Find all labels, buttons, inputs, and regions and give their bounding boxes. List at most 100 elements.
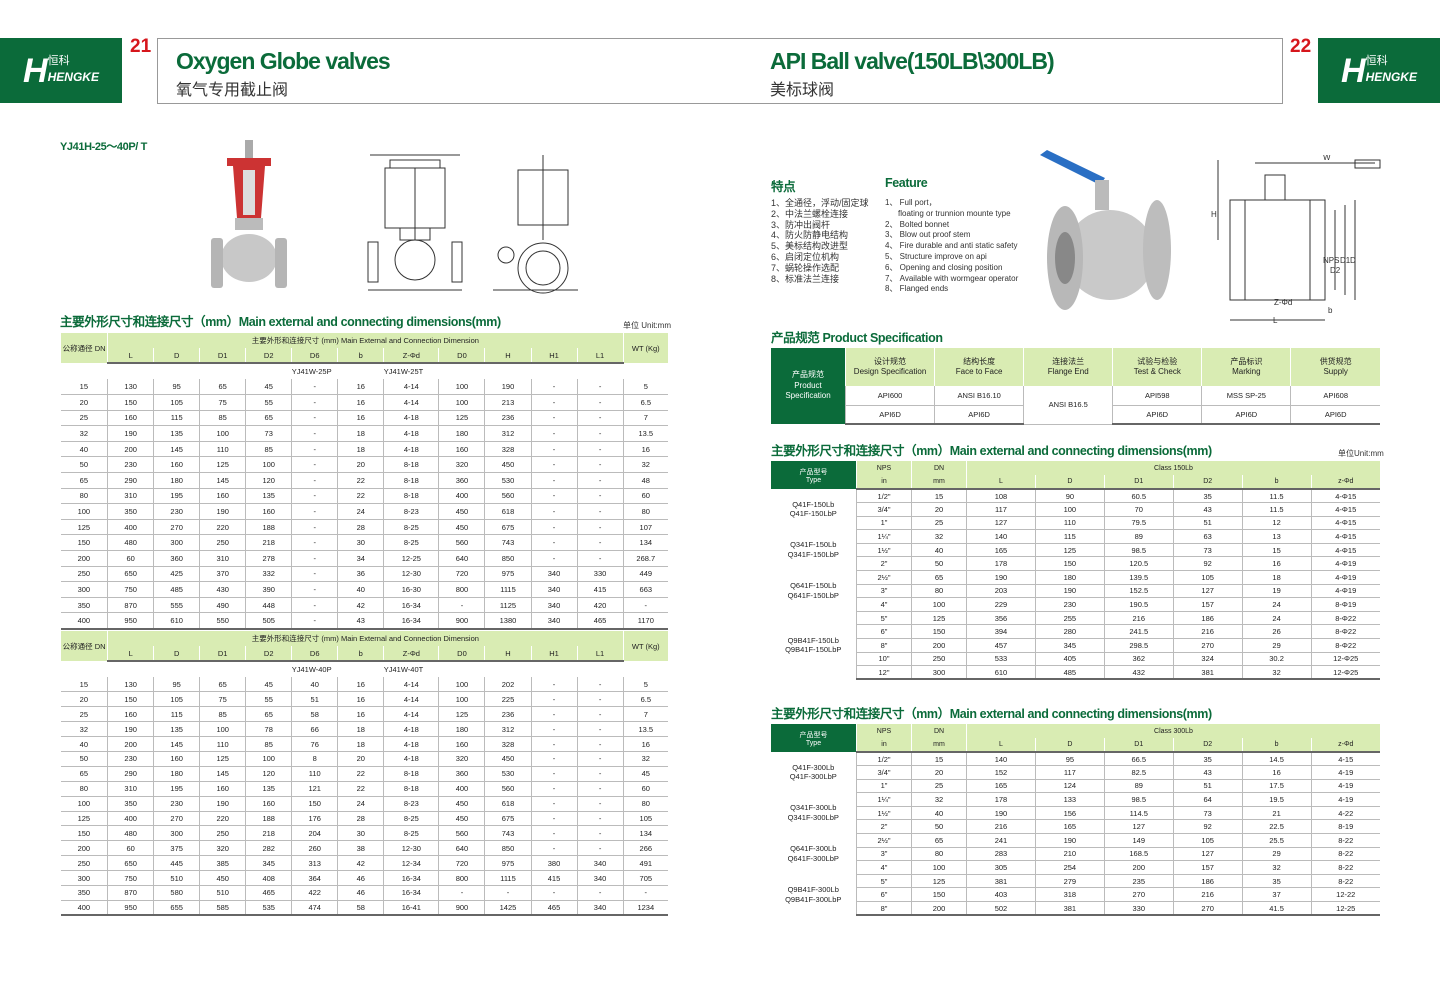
drawing-label-l: L <box>1273 316 1278 325</box>
table-cell: 750 <box>107 581 154 598</box>
table-cell: 8-Φ22 <box>1310 638 1380 653</box>
feature-cn-item: 1、全通径，浮动/固定球 <box>771 198 869 208</box>
table-cell: 655 <box>153 900 200 917</box>
feature-en-item: floating or trunnion mounte type <box>898 208 1011 218</box>
table-cell: 18 <box>337 441 384 458</box>
table-cell: 4-14 <box>383 394 439 411</box>
table-cell: 250 <box>911 652 967 667</box>
table-cell: 25 <box>60 410 108 427</box>
table-cell: - <box>530 796 578 812</box>
table-cell: 85 <box>199 706 246 723</box>
page-subtitle-left: 氧气专用截止阀 <box>176 82 289 99</box>
table-cell: 560 <box>484 781 531 797</box>
table-row: 400 950 610 550 505-43 16-34 900 1380 340 465 1170 <box>60 612 668 630</box>
type-name: Q41F-150Lb <box>792 499 835 509</box>
spec-col-cn: 设计规范 <box>874 356 907 366</box>
column-header: b <box>1241 475 1312 490</box>
spec-cell: API608 <box>1290 386 1380 406</box>
table-cell: 22 <box>337 766 384 782</box>
table-cell: 20 <box>911 502 967 517</box>
table-cell: 270 <box>1103 887 1174 903</box>
column-header: b <box>337 646 384 662</box>
table-cell: 381 <box>1172 665 1243 681</box>
table-cell: 394 <box>966 624 1036 640</box>
table-cell: 480 <box>107 825 154 842</box>
table-cell: 8-22 <box>1310 847 1380 862</box>
table-cell: 450 <box>484 456 531 474</box>
table-cell: 180 <box>153 766 200 782</box>
table-cell: - <box>291 612 338 630</box>
table-cell: 750 <box>107 870 154 886</box>
type-name: Q9B41F-300Lb <box>787 884 839 894</box>
type-name: Q41F-150LbP <box>789 509 837 519</box>
table-cell: 176 <box>291 811 338 827</box>
table-cell: 350 <box>60 597 108 614</box>
column-header: D6 <box>291 348 338 364</box>
table-cell: 260 <box>291 840 338 857</box>
table-cell: 145 <box>199 472 246 489</box>
table-cell: 121 <box>291 781 338 797</box>
column-header: H1 <box>530 646 578 662</box>
table-cell: 4-Φ15 <box>1310 543 1380 558</box>
table-cell: 80 <box>911 584 967 599</box>
table-cell: 350 <box>107 796 154 812</box>
table-cell: 950 <box>107 900 154 917</box>
table-cell: 30.2 <box>1241 652 1312 667</box>
features-cn-list: 1、全通径，浮动/固定球 2、中法兰螺栓连接 3、防冲出阀杆 4、防火防静电结构 5、美… <box>771 198 869 284</box>
table-cell: 37 <box>1241 887 1312 903</box>
globe-valve-photo <box>211 140 287 288</box>
table-cell: 663 <box>622 581 668 598</box>
table-cell: - <box>530 721 578 738</box>
table-cell: 8-25 <box>383 519 439 536</box>
table-cell: 200 <box>60 840 108 857</box>
table-cell: 45 <box>622 766 668 782</box>
table-cell: 100 <box>911 597 967 612</box>
spec-col-en: Marking <box>1232 367 1261 376</box>
table-cell: 4" <box>856 597 912 612</box>
table-row: 2" 50 178 150 120.5 92 16 4-Φ19 <box>771 556 1380 572</box>
table-cell: 4-Φ19 <box>1310 570 1380 585</box>
table-cell: 250 <box>199 534 246 552</box>
column-header: D <box>1034 738 1105 753</box>
table-cell: 340 <box>530 597 578 614</box>
table-cell: 450 <box>484 751 531 767</box>
table-row: 150 480 300 250 218-30 8-25 560 743- -134 <box>60 534 668 552</box>
table-cell: - <box>530 503 578 520</box>
table-cell: 8-22 <box>1310 874 1380 889</box>
table-cell: 152 <box>966 765 1036 780</box>
section-title-dimensions-150: 主要外形尺寸和连接尺寸（mm）Main external and connect… <box>771 444 1212 458</box>
model-label: YJ41H-25～40P/ T <box>60 141 147 153</box>
table-cell: 4-18 <box>383 425 439 442</box>
table-row: 4" 100 229 230 190.5 157 24 8-Φ19 <box>771 597 1380 612</box>
table-row: 400 950 655 585 535 474 58 16-41 900 1425 465 340 12… <box>60 900 668 917</box>
table-cell: 190 <box>966 806 1036 821</box>
table-cell: 8-Φ19 <box>1310 597 1380 612</box>
type-name: Q641F-300Lb <box>790 844 837 854</box>
table-cell: 375 <box>153 840 200 857</box>
table-cell: 422 <box>291 885 338 901</box>
model-label-b: YJ41W-40T <box>383 665 424 674</box>
table-cell: - <box>576 766 624 782</box>
table-cell: 210 <box>1034 847 1105 862</box>
table-cell: 65 <box>199 379 246 396</box>
spec-cell: API6D <box>844 405 935 425</box>
drawing-label-b: b <box>1328 306 1333 315</box>
table-cell: 408 <box>245 870 292 886</box>
table-cell: 15 <box>1241 543 1312 558</box>
table-cell: 250 <box>60 566 108 583</box>
type-name: Q641F-150Lb <box>790 581 837 591</box>
page-number-left: 21 <box>130 36 152 57</box>
table-row: 350 870 555 490 448-42 16-34-1125 340 420- <box>60 597 668 614</box>
table-cell: 95 <box>1034 752 1105 767</box>
type-name: Q9B41F-150Lb <box>787 635 839 645</box>
table-cell: 204 <box>291 825 338 842</box>
dn-header: DN <box>911 461 967 475</box>
table-cell: 510 <box>153 870 200 886</box>
table-cell: 5 <box>622 677 668 693</box>
table-cell: 2½" <box>856 833 912 848</box>
table-cell: 200 <box>911 901 967 917</box>
spec-col-en: Design Specification <box>853 367 927 376</box>
table-cell: 150 <box>291 796 338 812</box>
table-cell: 178 <box>966 556 1036 572</box>
table-cell: 107 <box>622 519 668 536</box>
